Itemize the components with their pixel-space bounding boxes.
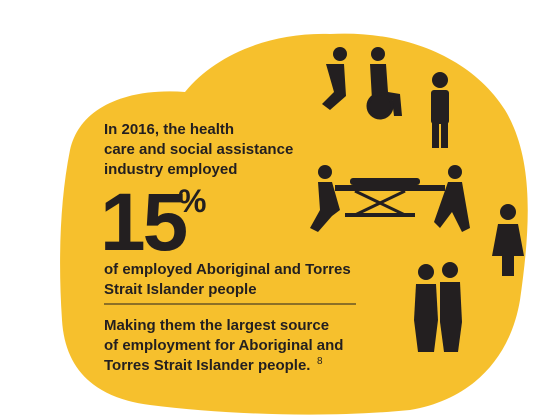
footnote-mark: 8 [317,356,323,367]
figure-number: 15 [100,177,187,268]
icon-nurse [492,204,524,276]
icon-stretcher [310,165,470,232]
icon-couple [414,262,462,352]
intro-line: care and social assistance [104,141,293,158]
subject-line: Strait Islander people [104,281,257,298]
icon-doctor [431,72,449,148]
blob-background [60,33,528,415]
conclusion-line: of employment for Aboriginal and [104,337,343,354]
conclusion-line: Making them the largest source [104,317,329,334]
conclusion-line: Torres Strait Islander people. [104,357,310,374]
figure-unit: % [178,183,206,219]
intro-line: industry employed [104,161,237,178]
subject-line: of employed Aboriginal and Torres [104,261,351,278]
intro-line: In 2016, the health [104,121,234,138]
icon-wheelchair [322,47,402,120]
